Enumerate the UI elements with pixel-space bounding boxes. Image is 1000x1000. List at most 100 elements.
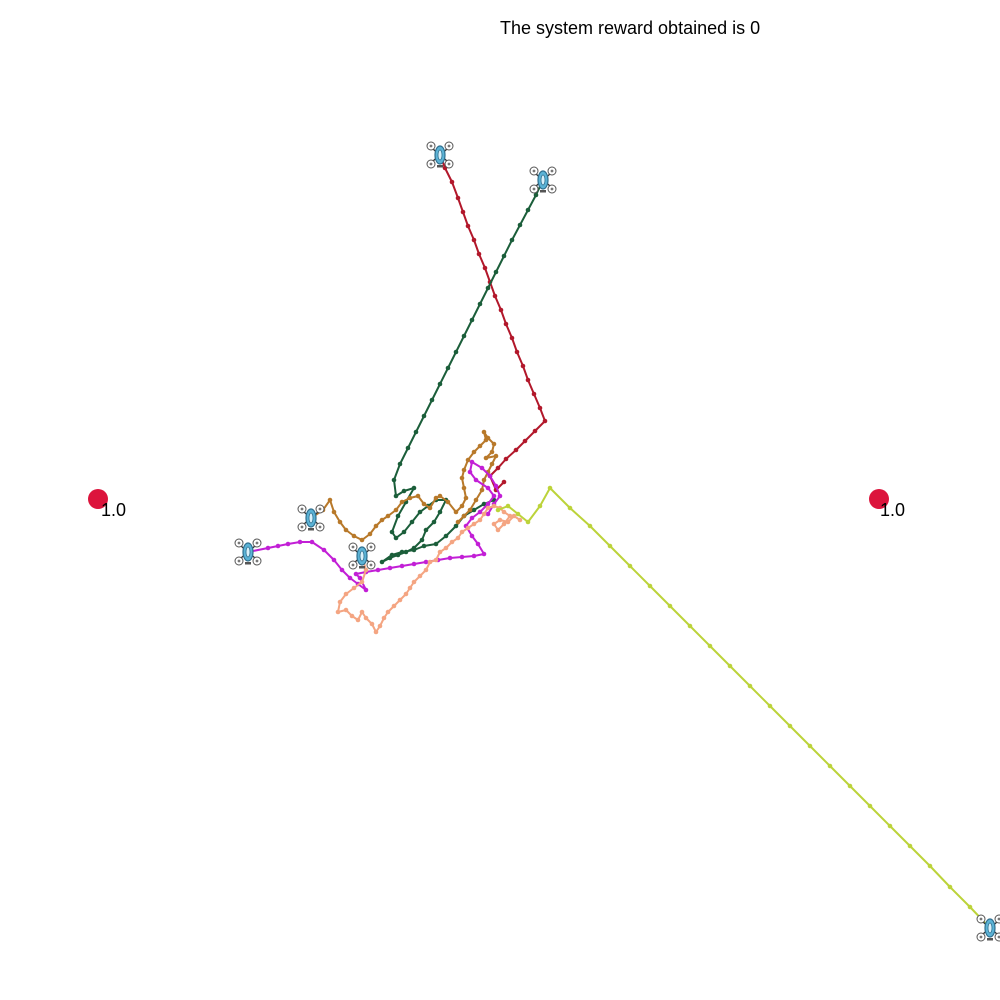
trail-point	[445, 499, 451, 505]
trail-point	[351, 585, 357, 591]
trail-point	[453, 509, 459, 515]
trail-point	[379, 517, 385, 523]
quadcopter-drone-icon	[234, 538, 262, 566]
trail-point	[533, 192, 539, 198]
trail-point	[505, 519, 511, 525]
trail-point	[467, 507, 473, 513]
trail-point	[399, 549, 405, 555]
trail-point	[379, 559, 385, 565]
trail-point	[385, 513, 391, 519]
trail-point	[429, 397, 435, 403]
trail-point	[377, 623, 383, 629]
trail-point	[391, 603, 397, 609]
trail-point	[476, 251, 482, 257]
trail-point	[495, 527, 501, 533]
trail-point	[567, 505, 573, 511]
trail-point	[707, 643, 713, 649]
trail-point	[489, 461, 495, 467]
trail-point	[477, 517, 483, 523]
drone-magenta-trail	[247, 459, 503, 593]
trail-point	[460, 209, 466, 215]
trail-point	[501, 509, 507, 515]
trail-point	[493, 483, 499, 489]
trail-point	[647, 583, 653, 589]
trail-point	[363, 615, 369, 621]
trail-point	[491, 521, 497, 527]
trail-point	[509, 237, 515, 243]
trail-point	[469, 515, 475, 521]
trail-point	[421, 543, 427, 549]
trail-point	[483, 455, 489, 461]
trail-point	[335, 609, 341, 615]
trail-point	[491, 441, 497, 447]
trail-point	[479, 487, 485, 493]
trail-point	[525, 207, 531, 213]
trail-point	[359, 609, 365, 615]
trail-point	[411, 547, 417, 553]
trail-point	[459, 475, 465, 481]
trail-point	[531, 391, 537, 397]
trail-point	[423, 559, 429, 565]
trail-point	[417, 509, 423, 515]
trail-point	[397, 597, 403, 603]
trail-point	[443, 545, 449, 551]
trail-point	[357, 575, 363, 581]
trail-point	[501, 253, 507, 259]
trail-point	[437, 509, 443, 515]
trail-point	[393, 535, 399, 541]
trail-point	[401, 488, 407, 494]
trail-point	[455, 195, 461, 201]
reward-title: The system reward obtained is 0	[500, 18, 761, 38]
trail-point	[513, 447, 519, 453]
trail-point	[473, 477, 479, 483]
trail-point	[411, 561, 417, 567]
trail-point	[351, 533, 357, 539]
trail-point	[437, 381, 443, 387]
trail-point	[393, 493, 399, 499]
trail-point	[503, 321, 509, 327]
trail-point	[413, 429, 419, 435]
trail-point	[433, 541, 439, 547]
drone-red-trail	[439, 154, 548, 493]
drone-green-trail	[379, 179, 544, 565]
trail-point	[477, 509, 483, 515]
trail-point	[453, 523, 459, 529]
trail-point	[887, 823, 893, 829]
trail-point	[433, 557, 439, 563]
trail-point	[285, 541, 291, 547]
trail-line	[497, 487, 991, 929]
trail-point	[447, 555, 453, 561]
trail-point	[492, 293, 498, 299]
trail-point	[501, 479, 507, 485]
trail-point	[399, 499, 405, 505]
quadcopter-drone-icon	[976, 914, 1000, 942]
trail-point	[403, 549, 409, 555]
trail-point	[389, 529, 395, 535]
trail-point	[327, 497, 333, 503]
trail-point	[497, 517, 503, 523]
trail-point	[542, 418, 548, 424]
trail-point	[353, 571, 359, 577]
trail-point	[389, 552, 395, 558]
trail-point	[485, 511, 491, 517]
trail-point	[443, 533, 449, 539]
trail-point	[517, 517, 523, 523]
drone-yellow-trail	[495, 485, 991, 929]
trail-line	[439, 154, 546, 491]
trail-point	[947, 884, 953, 890]
trail-point	[485, 435, 491, 441]
target-left: 1.0	[88, 489, 126, 520]
trail-point	[491, 493, 497, 499]
trail-point	[767, 703, 773, 709]
trail-point	[363, 567, 369, 573]
trail-point	[477, 443, 483, 449]
drone-orange-trail	[310, 429, 499, 543]
trail-point	[423, 527, 429, 533]
trail-point	[385, 609, 391, 615]
trail-point	[967, 904, 973, 910]
trail-point	[407, 585, 413, 591]
quadcopter-drone-icon	[297, 504, 325, 532]
trail-point	[927, 863, 933, 869]
trail-point	[331, 557, 337, 563]
trail-point	[667, 603, 673, 609]
